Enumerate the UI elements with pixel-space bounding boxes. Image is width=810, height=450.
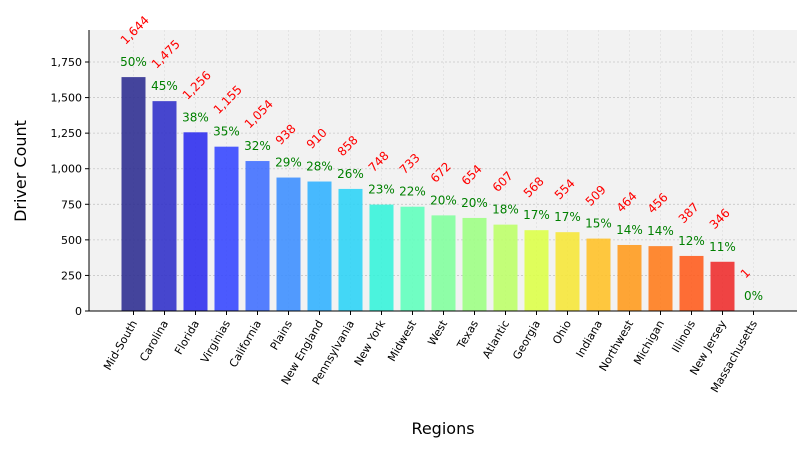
- y-tick-label: 250: [61, 269, 82, 282]
- bar: [617, 244, 642, 311]
- bar: [369, 204, 394, 311]
- bar: [183, 132, 208, 311]
- bar: [276, 177, 301, 311]
- percent-label: 20%: [430, 193, 457, 207]
- percent-label: 29%: [275, 156, 302, 170]
- percent-label: 15%: [585, 217, 612, 231]
- x-tick-label: Georgia: [510, 318, 543, 362]
- x-axis-title: Regions: [411, 419, 474, 438]
- y-axis-ticks: 0 250 500 750 1,000 1,250 1,500 1,750: [51, 56, 89, 318]
- y-tick-label: 1,000: [51, 163, 83, 176]
- bar: [462, 217, 487, 311]
- bar: [400, 206, 425, 311]
- x-tick-label: Texas: [454, 318, 481, 352]
- x-tick-label: West: [425, 317, 450, 348]
- y-tick-label: 1,250: [51, 127, 83, 140]
- x-tick-label: Indiana: [573, 318, 605, 360]
- bar: [493, 224, 518, 311]
- x-tick-label: Atlantic: [480, 318, 512, 361]
- x-tick-label: Florida: [172, 318, 202, 357]
- percent-label: 17%: [523, 208, 550, 222]
- bar: [555, 232, 580, 311]
- bar: [648, 246, 673, 311]
- bar: [152, 101, 177, 311]
- percent-label: 23%: [368, 183, 395, 197]
- percent-label: 38%: [182, 110, 209, 124]
- x-tick-label: Ohio: [550, 318, 574, 347]
- bar: [710, 261, 735, 311]
- x-tick-label: Carolina: [137, 318, 171, 364]
- bar: [338, 188, 363, 311]
- y-tick-label: 0: [75, 305, 82, 318]
- x-tick-label: Mid-South: [101, 318, 140, 373]
- percent-label: 26%: [337, 167, 364, 181]
- percent-label: 22%: [399, 185, 426, 199]
- y-tick-label: 500: [61, 234, 82, 247]
- percent-label: 50%: [120, 55, 147, 69]
- y-tick-label: 750: [61, 198, 82, 211]
- percent-label: 0%: [744, 289, 763, 303]
- bar: [214, 146, 239, 311]
- bar: [586, 238, 611, 311]
- percent-label: 18%: [492, 203, 519, 217]
- percent-label: 35%: [213, 125, 240, 139]
- bar: [121, 77, 146, 311]
- percent-label: 32%: [244, 139, 271, 153]
- percent-label: 14%: [647, 224, 674, 238]
- x-tick-label: Michigan: [631, 318, 667, 367]
- bar: [245, 161, 270, 311]
- percent-label: 11%: [709, 240, 736, 254]
- percent-label: 28%: [306, 160, 333, 174]
- bar: [431, 215, 456, 311]
- percent-label: 12%: [678, 234, 705, 248]
- x-tick-label: Virginias: [198, 318, 233, 366]
- x-tick-label: Midwest: [385, 317, 419, 363]
- x-tick-label: Plains: [268, 318, 295, 353]
- percent-label: 17%: [554, 210, 581, 224]
- bars: [121, 77, 766, 311]
- percent-label: 20%: [461, 196, 488, 210]
- percent-label: 14%: [616, 223, 643, 237]
- y-axis-title: Driver Count: [11, 120, 30, 222]
- y-tick-label: 1,750: [51, 56, 83, 69]
- bar: [679, 255, 704, 311]
- bar: [524, 230, 549, 311]
- bar: [307, 181, 332, 311]
- y-tick-label: 1,500: [51, 92, 83, 105]
- x-tick-label: New York: [352, 317, 389, 368]
- percent-label: 45%: [151, 79, 178, 93]
- x-tick-label: Illinois: [669, 318, 698, 355]
